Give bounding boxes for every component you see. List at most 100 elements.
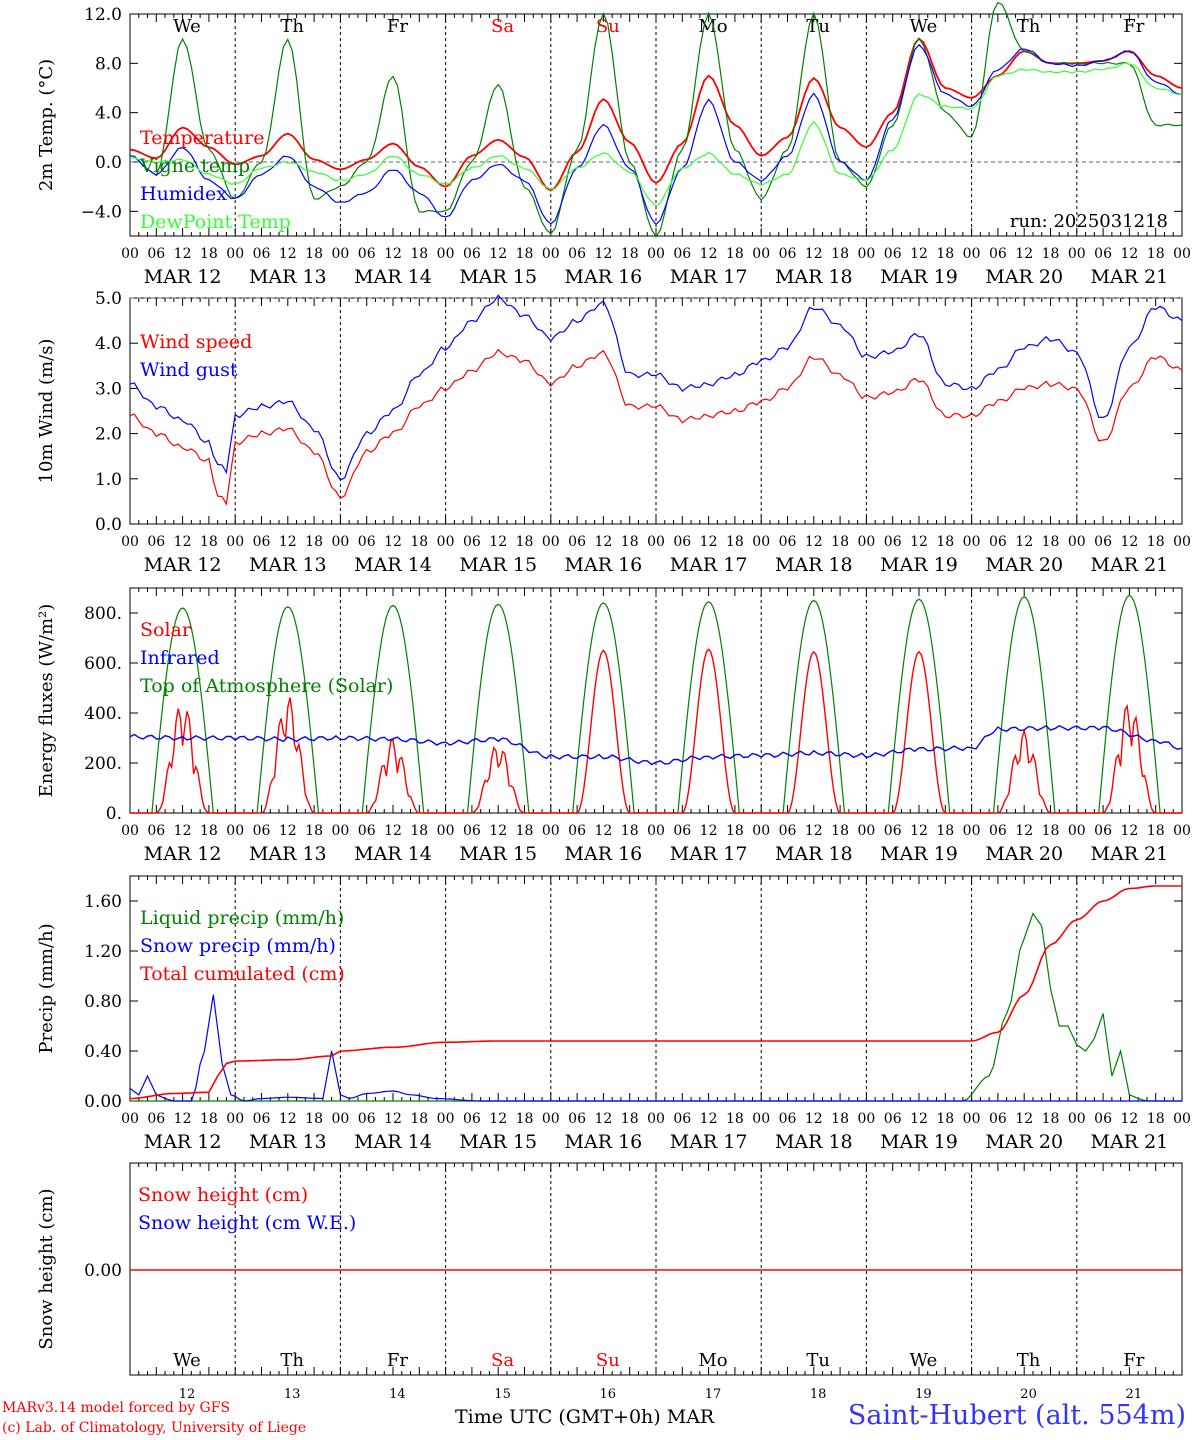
series-line-temperature	[129, 37, 1183, 192]
date-label: MAR 15	[459, 843, 537, 865]
date-label: MAR 16	[565, 266, 643, 288]
date-label: MAR 15	[459, 1131, 537, 1153]
hour-tick-label: 06	[779, 534, 797, 550]
hour-tick-label: 06	[253, 1111, 271, 1127]
hour-tick-label: 12	[279, 534, 297, 550]
hour-tick-label: 06	[673, 1111, 691, 1127]
hour-tick-label: 18	[305, 246, 323, 262]
y-tick-label: 1.20	[84, 942, 122, 962]
day-number-label: 14	[389, 1387, 406, 1402]
hour-tick-label: 18	[831, 1111, 849, 1127]
y-tick-label: 0.0	[95, 515, 122, 535]
date-label: MAR 18	[775, 843, 853, 865]
hour-tick-label: 06	[358, 823, 376, 839]
legend-snow-height-cm-: Snow height (cm)	[138, 1184, 308, 1206]
y-tick-label: 0.40	[84, 1042, 122, 1062]
weekday-label-bottom: Su	[596, 1350, 620, 1371]
hour-tick-label: 00	[857, 1111, 875, 1127]
hour-tick-label: 18	[726, 246, 744, 262]
legend-total-cumulated-cm-: Total cumulated (cm)	[140, 963, 345, 985]
hour-tick-label: 00	[226, 246, 244, 262]
hour-tick-label: 06	[1094, 823, 1112, 839]
day-number-label: 18	[810, 1387, 827, 1402]
hour-tick-label: 12	[1015, 823, 1033, 839]
hour-tick-label: 06	[253, 534, 271, 550]
hour-tick-label: 12	[805, 1111, 823, 1127]
weekday-label-top: Fr	[387, 16, 408, 37]
hour-tick-label: 06	[779, 246, 797, 262]
hour-tick-label: 06	[884, 1111, 902, 1127]
hour-tick-label: 12	[805, 246, 823, 262]
hour-tick-label: 06	[1094, 246, 1112, 262]
hour-tick-label: 00	[647, 1111, 665, 1127]
hour-tick-label: 06	[463, 246, 481, 262]
hour-tick-label: 00	[542, 246, 560, 262]
hour-tick-label: 00	[121, 534, 139, 550]
hour-tick-label: 18	[200, 1111, 218, 1127]
weekday-label-bottom: Sa	[491, 1350, 514, 1371]
hour-tick-label: 00	[1068, 1111, 1086, 1127]
hour-tick-label: 00	[963, 1111, 981, 1127]
hour-tick-label: 18	[305, 1111, 323, 1127]
hour-tick-label: 12	[594, 1111, 612, 1127]
hour-tick-label: 12	[910, 1111, 928, 1127]
weekday-label-top: Th	[280, 16, 304, 37]
hour-tick-label: 18	[726, 534, 744, 550]
y-tick-label: 8.0	[95, 54, 122, 74]
hour-tick-label: 18	[936, 246, 954, 262]
hour-tick-label: 06	[463, 823, 481, 839]
hour-tick-label: 12	[1015, 534, 1033, 550]
y-tick-label: 0.0	[95, 153, 122, 173]
y-tick-label: 0.00	[84, 1261, 122, 1281]
date-label: MAR 17	[670, 843, 748, 865]
hour-tick-label: 00	[1068, 823, 1086, 839]
y-tick-label: 600.	[84, 654, 122, 674]
hour-tick-label: 06	[568, 823, 586, 839]
day-number-label: 13	[284, 1387, 301, 1402]
hour-tick-label: 12	[1120, 823, 1138, 839]
hour-tick-label: 18	[831, 246, 849, 262]
hour-tick-label: 12	[700, 1111, 718, 1127]
hour-tick-label: 06	[253, 823, 271, 839]
hour-tick-label: 12	[594, 534, 612, 550]
hour-tick-label: 00	[121, 246, 139, 262]
hour-tick-label: 12	[594, 823, 612, 839]
hour-tick-label: 06	[568, 246, 586, 262]
weekday-label-bottom: Tu	[806, 1350, 830, 1371]
hour-tick-label: 00	[647, 246, 665, 262]
hour-tick-label: 00	[963, 534, 981, 550]
weekday-label-bottom: Th	[280, 1350, 304, 1371]
date-label: MAR 21	[1091, 554, 1169, 576]
y-axis-label: Energy fluxes (W/m²)	[36, 604, 57, 798]
date-label: MAR 13	[249, 266, 327, 288]
hour-tick-label: 00	[963, 246, 981, 262]
hour-tick-label: 18	[200, 246, 218, 262]
hour-tick-label: 00	[1173, 823, 1191, 839]
weekday-label-top: Fr	[1123, 16, 1144, 37]
panel-3: Energy fluxes (W/m²) 0. 200. 400. 600. 800. 00…	[36, 587, 1191, 865]
hour-tick-label: 06	[463, 534, 481, 550]
hour-tick-label: 18	[200, 823, 218, 839]
hour-tick-label: 18	[305, 823, 323, 839]
series-line-solar	[130, 648, 1182, 814]
series-line-vigne-temp	[129, 1, 1183, 238]
legend-wind-speed: Wind speed	[140, 331, 252, 353]
hour-tick-label: 00	[542, 534, 560, 550]
hour-tick-label: 12	[1120, 246, 1138, 262]
hour-tick-label: 06	[147, 823, 165, 839]
x-axis-month: MAR	[666, 1406, 715, 1428]
date-label: MAR 21	[1091, 843, 1169, 865]
hour-tick-label: 00	[542, 823, 560, 839]
date-label: MAR 20	[985, 554, 1063, 576]
date-label: MAR 17	[670, 554, 748, 576]
hour-tick-label: 12	[594, 246, 612, 262]
date-label: MAR 17	[670, 1131, 748, 1153]
hour-tick-label: 06	[673, 823, 691, 839]
hour-tick-label: 06	[1094, 534, 1112, 550]
date-label: MAR 19	[880, 554, 958, 576]
hour-tick-label: 18	[1147, 1111, 1165, 1127]
date-label: MAR 12	[144, 1131, 222, 1153]
hour-tick-label: 12	[910, 823, 928, 839]
hour-tick-label: 18	[936, 823, 954, 839]
hour-tick-label: 12	[1015, 1111, 1033, 1127]
